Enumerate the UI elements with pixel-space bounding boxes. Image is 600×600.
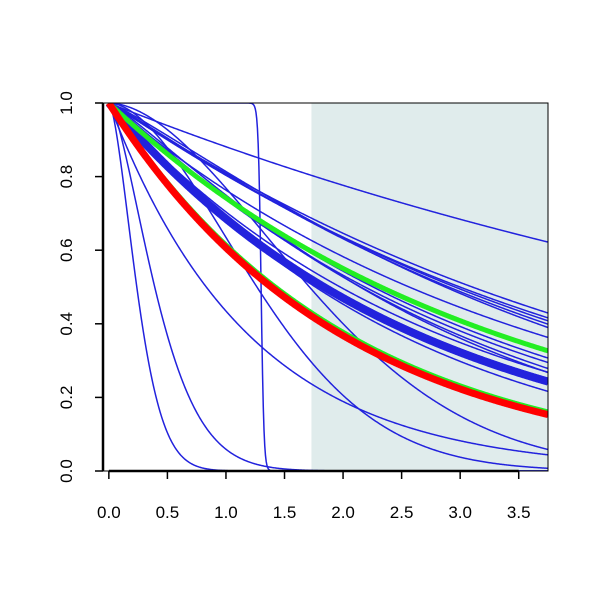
x-tick-label: 0.0: [97, 503, 121, 522]
series-line-6: [108, 103, 548, 329]
x-tick-label: 1.5: [273, 503, 297, 522]
series-line-22: [105, 103, 548, 386]
y-tick-label: 1.0: [57, 91, 76, 115]
series-line-5: [108, 103, 548, 325]
series-layer: [105, 103, 548, 471]
x-tick-label: 3.0: [448, 503, 472, 522]
y-tick-label: 0.8: [57, 165, 76, 189]
series-line-1: [108, 103, 548, 243]
x-tick-label: 2.0: [331, 503, 355, 522]
series-line-25: [105, 103, 548, 418]
axis-layer: 0.0 0.5 1.0 1.5 2.0 2.5 3.0 3.5 0.0 0.2 0.4 0.6 0.8 1…: [57, 91, 531, 522]
x-tick-label: 3.5: [507, 503, 531, 522]
x-tick-label: 2.5: [390, 503, 414, 522]
series-line-11: [108, 103, 548, 374]
x-tick-label: 0.5: [156, 503, 180, 522]
x-tick-label: 1.0: [214, 503, 238, 522]
y-tick-label: 0.6: [57, 238, 76, 262]
y-tick-label: 0.4: [57, 312, 76, 336]
series-line-23: [107, 103, 548, 354]
y-tick-label: 0.0: [57, 459, 76, 483]
series-line-16: [108, 103, 548, 451]
y-tick-label: 0.2: [57, 386, 76, 410]
series-line-20: [108, 103, 548, 471]
shaded-region: [311, 103, 548, 471]
series-line-18: [108, 103, 548, 456]
